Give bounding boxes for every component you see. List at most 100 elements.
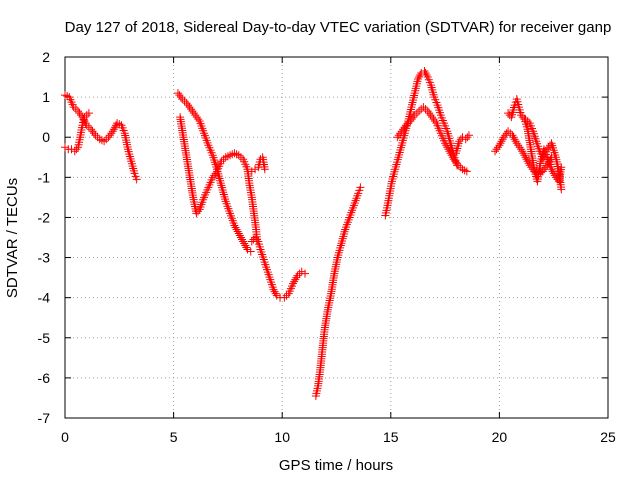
data-point xyxy=(462,167,471,176)
data-point xyxy=(409,113,418,122)
data-series-segment xyxy=(451,131,473,158)
x-tick-label: 10 xyxy=(274,429,290,445)
data-point xyxy=(84,109,93,118)
data-point xyxy=(420,67,429,76)
data-point xyxy=(89,129,98,138)
data-point xyxy=(109,125,118,134)
data-point xyxy=(461,135,470,144)
data-point xyxy=(240,239,249,248)
data-point xyxy=(356,183,365,192)
data-point xyxy=(173,89,182,98)
y-tick-label: -4 xyxy=(38,290,51,306)
data-point xyxy=(493,143,502,152)
data-point xyxy=(194,207,203,216)
data-point xyxy=(421,69,430,78)
x-axis-title: GPS time / hours xyxy=(279,457,393,474)
data-point xyxy=(239,237,248,246)
data-point xyxy=(509,133,518,142)
data-point xyxy=(72,145,81,154)
data-point xyxy=(191,111,200,120)
data-series-segment xyxy=(311,183,365,400)
data-point xyxy=(449,155,458,164)
data-series-segment xyxy=(247,153,269,176)
data-point xyxy=(399,125,408,134)
data-point xyxy=(518,147,527,156)
plot-frame xyxy=(64,56,609,419)
data-point xyxy=(517,145,526,154)
data-point xyxy=(511,137,520,146)
data-point xyxy=(74,107,83,116)
data-point xyxy=(426,111,435,120)
data-point xyxy=(455,137,464,146)
data-point xyxy=(292,273,301,282)
data-point xyxy=(88,127,97,136)
data-point xyxy=(87,125,96,134)
data-point xyxy=(232,225,241,234)
data-point xyxy=(521,153,530,162)
data-point xyxy=(397,127,406,136)
y-tick-label: -5 xyxy=(38,330,51,346)
data-point xyxy=(70,147,79,156)
data-point xyxy=(495,141,504,150)
data-point xyxy=(444,145,453,154)
data-point xyxy=(192,209,201,218)
data-point xyxy=(238,235,247,244)
data-point xyxy=(289,279,298,288)
data-point xyxy=(551,173,560,182)
data-point xyxy=(235,231,244,240)
data-point xyxy=(272,291,281,300)
chart-title: Day 127 of 2018, Sidereal Day-to-day VTE… xyxy=(65,19,612,36)
data-point xyxy=(184,101,193,110)
data-point xyxy=(452,159,461,168)
data-point xyxy=(104,133,113,142)
data-point xyxy=(447,151,456,160)
data-series-segment xyxy=(173,89,255,256)
data-point xyxy=(428,113,437,122)
data-point xyxy=(441,139,450,148)
data-point xyxy=(501,131,510,140)
data-point xyxy=(297,267,306,276)
data-point xyxy=(496,139,505,148)
data-point xyxy=(192,113,201,122)
data-point xyxy=(464,131,473,140)
y-tick-label: -2 xyxy=(38,209,51,225)
data-point xyxy=(407,115,416,124)
data-point xyxy=(422,71,431,80)
data-point xyxy=(269,285,278,294)
data-series xyxy=(61,67,566,400)
data-series-segment xyxy=(393,103,471,176)
axis-ticks: 0 5 10 15 20 25 -7 -6 -5 -4 -3 -2 -1 0 1 2 xyxy=(38,49,616,445)
data-point xyxy=(393,133,402,142)
data-point xyxy=(425,109,434,118)
data-point xyxy=(186,105,195,114)
x-tick-label: 25 xyxy=(600,429,616,445)
data-point xyxy=(251,165,260,174)
data-series-segment xyxy=(61,109,93,156)
data-point xyxy=(175,91,184,100)
data-point xyxy=(176,93,185,102)
data-point xyxy=(242,243,251,252)
x-tick-label: 0 xyxy=(61,429,69,445)
data-point xyxy=(233,227,242,236)
data-point xyxy=(519,149,528,158)
data-point xyxy=(110,123,119,132)
data-point xyxy=(230,221,239,230)
data-point xyxy=(291,275,300,284)
data-point xyxy=(194,115,203,124)
data-point xyxy=(231,223,240,232)
data-point xyxy=(394,131,403,140)
data-point xyxy=(236,233,245,242)
data-point xyxy=(243,245,252,254)
data-point xyxy=(499,133,508,142)
data-point xyxy=(557,185,566,194)
data-series-segment xyxy=(247,233,310,302)
data-point xyxy=(547,165,556,174)
data-point xyxy=(430,117,439,126)
y-tick-label: -7 xyxy=(38,410,51,426)
data-point xyxy=(208,173,217,182)
data-point xyxy=(271,289,280,298)
data-point xyxy=(423,107,432,116)
data-point xyxy=(406,117,415,126)
data-point xyxy=(442,141,451,150)
